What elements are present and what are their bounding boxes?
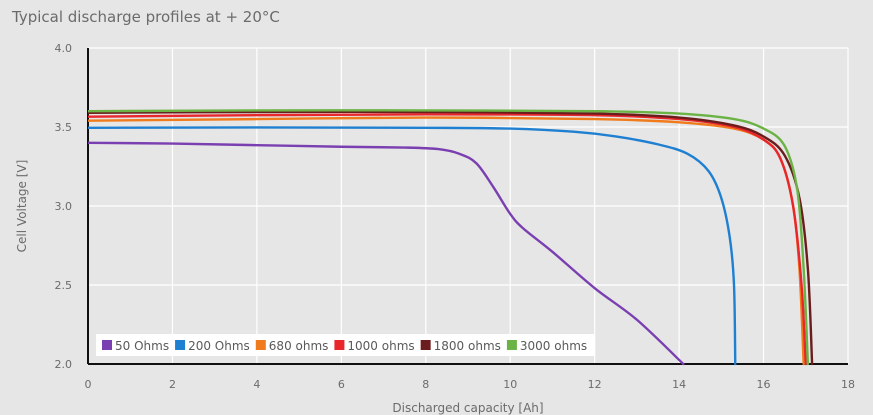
x-tick-label: 10 [503, 378, 517, 391]
chart-title: Typical discharge profiles at + 20°C [12, 8, 280, 26]
legend-swatch [255, 340, 266, 350]
series-line-3000-ohms [88, 109, 810, 366]
y-tick-label: 2.5 [55, 279, 73, 292]
tick-labels: 0 2 4 6 8 10 12 14 16 18 2.0 2.5 3.0 3.5 4.0 [55, 42, 856, 391]
legend-swatch [175, 340, 186, 350]
legend-swatch [420, 340, 431, 350]
x-tick-label: 6 [338, 378, 345, 391]
y-tick-label: 2.0 [55, 358, 73, 371]
x-tick-label: 12 [588, 378, 602, 391]
legend-entry: 1800 ohms [434, 339, 501, 353]
legend-entry: 3000 ohms [520, 339, 587, 353]
legend-entry: 1000 ohms [347, 339, 414, 353]
y-tick-label: 4.0 [55, 42, 73, 55]
series-line-1000-ohms [88, 113, 807, 366]
legend-swatch [334, 340, 345, 350]
x-tick-label: 0 [85, 378, 92, 391]
series-layer [88, 109, 814, 366]
legend-entry: 680 ohms [269, 339, 329, 353]
series-line-200-ohms [88, 126, 737, 366]
legend-box [96, 334, 596, 356]
legend-entry: 200 Ohms [188, 339, 250, 353]
x-tick-label: 4 [253, 378, 260, 391]
x-tick-label: 16 [757, 378, 771, 391]
legend-entry: 50 Ohms [115, 339, 169, 353]
x-tick-label: 18 [841, 378, 855, 391]
legend: 50 Ohms 200 Ohms 680 ohms 1000 ohms 1800 ohm… [96, 334, 596, 356]
y-axis-label: Cell Voltage [V] [15, 160, 29, 253]
x-axis-label: Discharged capacity [Ah] [392, 401, 543, 415]
axes [87, 48, 848, 365]
series-line-50-ohms [88, 141, 685, 366]
legend-swatch [102, 340, 112, 350]
series-line-1800-ohms [88, 110, 814, 366]
x-tick-label: 2 [169, 378, 176, 391]
x-tick-label: 14 [672, 378, 686, 391]
legend-swatch [506, 340, 517, 350]
x-tick-label: 8 [422, 378, 429, 391]
y-tick-label: 3.5 [55, 121, 73, 134]
y-tick-label: 3.0 [55, 200, 73, 213]
